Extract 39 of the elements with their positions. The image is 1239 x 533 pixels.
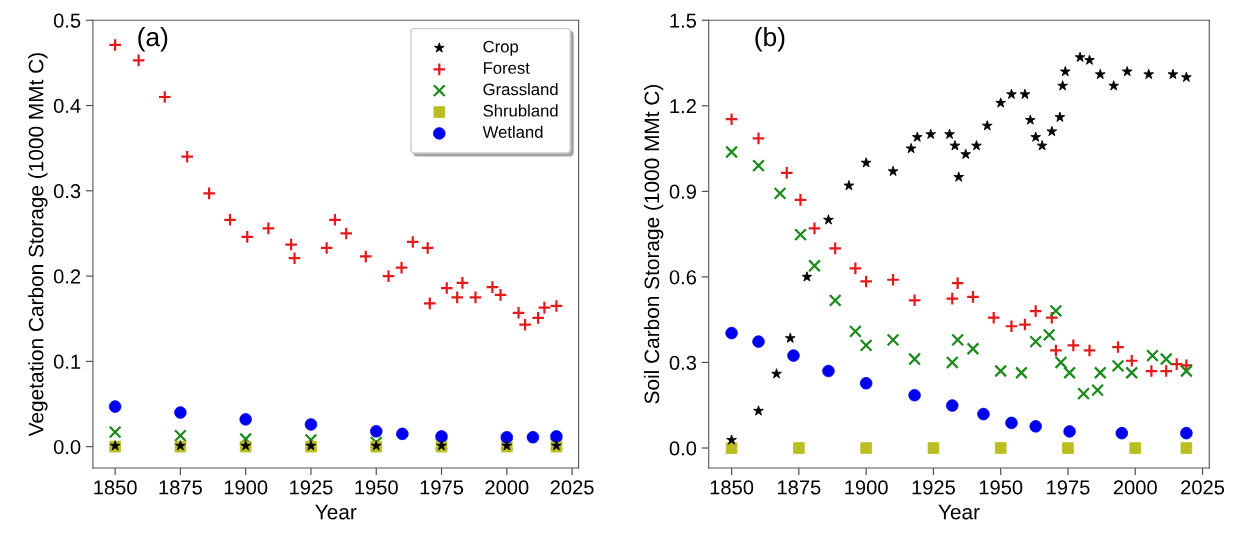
y-axis-title: Vegetation Carbon Storage (1000 MMt C) — [28, 53, 48, 437]
x-axis-title: Year — [315, 504, 357, 520]
x-tick-label: 1975 — [420, 480, 464, 495]
y-tick-label: 0.9 — [669, 184, 696, 199]
y-tick-label: 1.5 — [670, 13, 697, 28]
y-tick-label: 0.3 — [53, 184, 81, 199]
x-tick-label: 2025 — [550, 480, 594, 495]
legend-label: Shrubland — [483, 104, 558, 117]
x-tick-label: 2000 — [1113, 480, 1157, 495]
y-tick-label: 0.5 — [53, 13, 81, 28]
y-tick-label: 0.4 — [53, 98, 81, 114]
y-tick-label: 0.0 — [53, 439, 81, 455]
y-tick-label: 0.1 — [53, 354, 81, 369]
legend-label: Wetland — [482, 125, 543, 138]
x-tick-label: 1950 — [355, 480, 398, 495]
x-tick-label: 1950 — [979, 480, 1023, 495]
x-tick-label: 1925 — [290, 480, 333, 495]
legend-label: Crop — [483, 40, 519, 56]
y-tick-label: 0.6 — [669, 270, 697, 285]
y-tick-label: 0.0 — [669, 441, 697, 456]
x-tick-label: 1975 — [1047, 480, 1090, 495]
x-tick-label: 1875 — [159, 480, 202, 495]
x-tick-label: 2000 — [485, 480, 529, 495]
y-axis-title: Soil Carbon Storage (1000 MMt C) — [643, 85, 664, 404]
x-tick-label: 1900 — [845, 480, 888, 495]
y-tick-label: 0.2 — [53, 269, 81, 284]
y-tick-label: 0.3 — [669, 355, 697, 370]
x-axis-title: Year — [938, 504, 980, 520]
x-tick-label: 2025 — [1181, 480, 1225, 495]
x-tick-label: 1875 — [778, 480, 821, 495]
annotation: (b) — [755, 26, 785, 52]
x-tick-label: 1900 — [224, 480, 268, 495]
annotation: (a) — [138, 26, 168, 52]
legend-label: Forest — [484, 62, 530, 74]
x-tick-label: 1925 — [912, 480, 955, 495]
legend-label: Grassland — [483, 82, 558, 96]
y-tick-label: 1.2 — [670, 99, 696, 114]
x-tick-label: 1850 — [94, 480, 137, 495]
x-tick-label: 1850 — [710, 480, 754, 495]
